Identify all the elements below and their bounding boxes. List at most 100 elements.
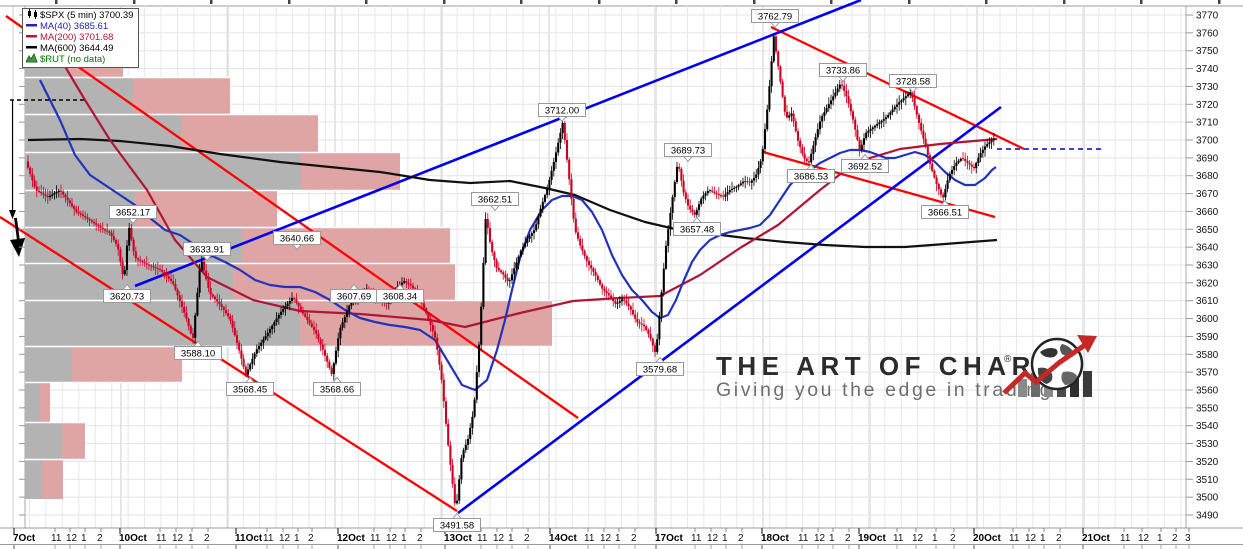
legend-item: $RUT (no data) bbox=[25, 52, 133, 66]
x-axis-hour-label: 11 bbox=[1009, 533, 1020, 544]
price-callout: 3657.48 bbox=[673, 216, 721, 236]
x-axis-hour-label: 1 bbox=[932, 533, 938, 544]
svg-text:3728.58: 3728.58 bbox=[896, 76, 930, 87]
price-callout: 3689.73 bbox=[664, 143, 712, 163]
x-axis-hour-label: 2 bbox=[308, 533, 314, 544]
y-axis-label: 3510 bbox=[1196, 475, 1219, 486]
x-axis-hour-label: 11 bbox=[691, 533, 702, 544]
svg-text:3733.86: 3733.86 bbox=[826, 65, 860, 76]
svg-text:3762.79: 3762.79 bbox=[758, 11, 792, 22]
legend-item: MA(600) 3644.49 bbox=[26, 43, 133, 54]
price-callout: 3712.00 bbox=[538, 103, 586, 123]
axes: 3770 3760 3750 3740 3730 3720 3710 3700 3690 3680… bbox=[0, 11, 1243, 549]
y-axis-label: 3640 bbox=[1196, 243, 1219, 254]
y-axis-label: 3720 bbox=[1196, 100, 1219, 111]
svg-text:3662.51: 3662.51 bbox=[478, 194, 512, 205]
x-axis-hour-label: 1 bbox=[1040, 533, 1046, 544]
x-axis-hour-label: 2 bbox=[845, 533, 851, 544]
y-axis-label: 3680 bbox=[1196, 171, 1219, 182]
svg-text:3692.52: 3692.52 bbox=[848, 161, 882, 172]
legend-label: MA(600) 3644.49 bbox=[40, 43, 114, 54]
trendline[interactable] bbox=[0, 216, 458, 512]
arrow-up-icon bbox=[1002, 335, 1097, 395]
candles-icon bbox=[26, 9, 40, 22]
price-callout: 3579.68 bbox=[636, 356, 684, 376]
price-callout: 3666.51 bbox=[921, 199, 969, 219]
x-axis-hour-label: 11 bbox=[477, 533, 488, 544]
x-axis-hour-label: 12 bbox=[172, 533, 184, 544]
watermark-logo bbox=[1002, 335, 1097, 397]
price-callout: 3608.34 bbox=[376, 283, 424, 303]
x-axis-day-label: 14Oct bbox=[549, 533, 577, 544]
y-axis-label: 3540 bbox=[1196, 421, 1219, 432]
x-axis-hour-label: 1 bbox=[829, 533, 835, 544]
x-axis-hour-label: 1 bbox=[508, 533, 514, 544]
svg-text:3689.73: 3689.73 bbox=[671, 145, 705, 156]
x-axis-day-label: 20Oct bbox=[973, 533, 1001, 544]
x-axis-hour-label: 12 bbox=[1138, 533, 1150, 544]
svg-text:3491.58: 3491.58 bbox=[440, 520, 474, 531]
svg-text:3568.66: 3568.66 bbox=[320, 384, 354, 395]
svg-text:3666.51: 3666.51 bbox=[928, 207, 962, 218]
y-axis-label: 3570 bbox=[1196, 368, 1219, 379]
x-axis-day-label: 13Oct bbox=[444, 533, 472, 544]
price-callout: 3588.10 bbox=[174, 340, 222, 360]
x-axis-hour-label: 2 bbox=[524, 533, 530, 544]
x-axis-hour-label: 1 bbox=[1157, 533, 1163, 544]
svg-text:3657.48: 3657.48 bbox=[680, 224, 714, 235]
y-axis-label: 3770 bbox=[1196, 11, 1219, 22]
y-axis-label: 3530 bbox=[1196, 439, 1219, 450]
area-icon bbox=[25, 52, 40, 66]
x-axis-hour-label: 1 bbox=[294, 533, 300, 544]
price-callout: 3733.86 bbox=[819, 63, 867, 83]
trendlines[interactable] bbox=[0, 0, 1025, 515]
y-axis-label: 3550 bbox=[1196, 403, 1219, 414]
legend: $SPX (5 min) 3700.39 MA(40) 3685.61 MA(200… bbox=[22, 8, 140, 68]
price-callouts: 3762.79 3712.00 3733.86 3728.58 3689.73 3662.… bbox=[103, 9, 969, 532]
x-axis-hour-label: 2 bbox=[738, 533, 744, 544]
trendline[interactable] bbox=[457, 105, 1002, 515]
y-axis-label: 3650 bbox=[1196, 225, 1219, 236]
x-axis-hour-label: 1 bbox=[81, 533, 87, 544]
svg-text:3608.34: 3608.34 bbox=[383, 291, 417, 302]
x-axis-hour-label: 2 bbox=[950, 533, 956, 544]
x-axis-hour-label: 12 bbox=[1025, 533, 1037, 544]
down-arrow-icon bbox=[10, 238, 25, 257]
line-icon bbox=[26, 31, 40, 44]
legend-label: MA(40) 3685.61 bbox=[40, 21, 109, 32]
legend-item: MA(200) 3701.68 bbox=[26, 32, 133, 43]
x-axis-hour-label: 11 bbox=[51, 533, 62, 544]
price-callout: 3607.69 bbox=[330, 283, 378, 303]
watermark: THE ART OF CHART ® Giving you the edge i… bbox=[716, 335, 1097, 401]
trendline[interactable] bbox=[5, 15, 579, 419]
x-axis-day-label: 21Oct bbox=[1082, 533, 1110, 544]
price-callout: 3686.53 bbox=[787, 163, 835, 183]
trendline[interactable] bbox=[134, 0, 862, 288]
svg-text:3620.73: 3620.73 bbox=[110, 291, 144, 302]
drawn-annotations[interactable] bbox=[9, 99, 1102, 257]
legend-item: MA(40) 3685.61 bbox=[26, 21, 133, 32]
y-axis-label: 3610 bbox=[1196, 296, 1219, 307]
y-axis-label: 3500 bbox=[1196, 493, 1219, 504]
legend-label: $SPX (5 min) 3700.39 bbox=[40, 10, 134, 21]
x-axis-hour-label: 3 bbox=[1185, 533, 1191, 544]
svg-text:3712.00: 3712.00 bbox=[545, 105, 579, 116]
x-axis-hour-label: 12 bbox=[386, 533, 398, 544]
y-axis-label: 3580 bbox=[1196, 350, 1219, 361]
x-axis-hour-label: 2 bbox=[417, 533, 423, 544]
volume-profile bbox=[25, 44, 552, 499]
y-axis-label: 3760 bbox=[1196, 28, 1219, 39]
x-axis-day-label: 17Oct bbox=[655, 533, 683, 544]
x-axis-hour-label: 12 bbox=[66, 533, 78, 544]
svg-text:3588.10: 3588.10 bbox=[181, 348, 215, 359]
x-axis-day-label: 19Oct bbox=[858, 533, 886, 544]
line-icon bbox=[26, 42, 40, 55]
x-axis-hour-label: 2 bbox=[204, 533, 210, 544]
svg-text:3568.45: 3568.45 bbox=[233, 384, 267, 395]
y-axis-label: 3670 bbox=[1196, 189, 1219, 200]
x-axis-hour-label: 12 bbox=[600, 533, 612, 544]
legend-label: MA(200) 3701.68 bbox=[40, 32, 114, 43]
y-axis-label: 3560 bbox=[1196, 385, 1219, 396]
price-callout: 3620.73 bbox=[103, 283, 151, 303]
